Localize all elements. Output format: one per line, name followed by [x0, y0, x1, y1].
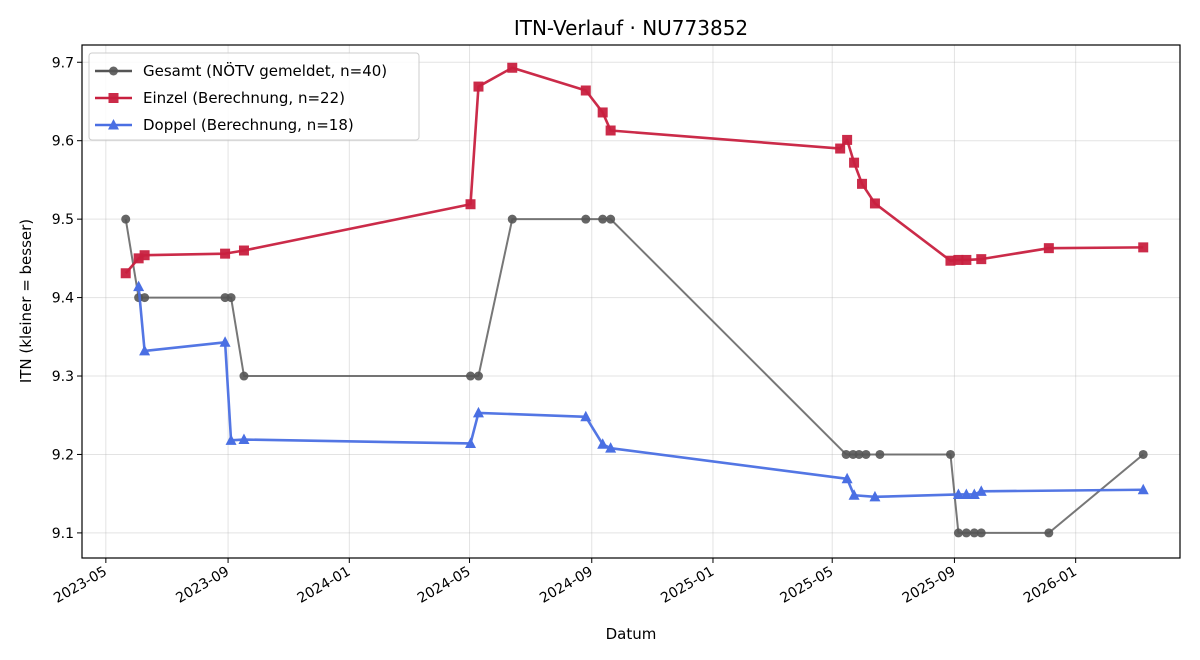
data-point-einzel: [473, 81, 484, 92]
data-point-einzel: [1043, 243, 1054, 254]
data-point-gesamt: [1138, 449, 1148, 459]
data-point-doppel: [960, 488, 972, 499]
data-point-einzel: [605, 125, 616, 136]
data-point-doppel: [219, 336, 231, 347]
data-point-gesamt: [598, 214, 608, 224]
data-point-gesamt: [841, 449, 851, 459]
data-point-gesamt: [507, 214, 517, 224]
legend-marker-doppel: [108, 119, 119, 130]
data-point-doppel: [605, 442, 617, 453]
y-tick-label: 9.3: [52, 369, 74, 385]
y-tick-label: 9.5: [52, 212, 74, 228]
data-point-doppel: [1137, 483, 1149, 495]
legend-marker-gesamt: [109, 66, 118, 76]
data-point-doppel: [952, 488, 964, 499]
series-layer: [120, 62, 1149, 538]
data-point-gesamt: [121, 214, 131, 224]
data-point-einzel: [857, 178, 868, 189]
data-point-einzel: [597, 107, 608, 118]
data-point-einzel: [507, 62, 518, 73]
data-point-einzel: [465, 199, 476, 210]
data-point-einzel: [953, 254, 964, 265]
legend-box: [88, 52, 420, 141]
x-axis-label: Datum: [606, 625, 657, 643]
data-point-gesamt: [969, 528, 979, 538]
data-point-gesamt: [140, 293, 150, 303]
data-point-einzel: [976, 254, 987, 265]
data-point-gesamt: [466, 371, 476, 381]
data-point-einzel: [869, 198, 880, 209]
series-doppel: [133, 280, 1149, 502]
y-tick-label: 9.4: [52, 291, 74, 307]
data-point-gesamt: [976, 528, 986, 538]
data-point-einzel: [945, 255, 956, 266]
data-point-einzel: [238, 245, 249, 256]
data-point-doppel: [238, 433, 250, 445]
y-axis-ticks: 9.1 9.2 9.3 9.4 9.5 9.6 9.7: [52, 55, 82, 542]
legend-label-doppel: Doppel (Berechnung, n=18): [143, 116, 354, 134]
data-point-gesamt: [945, 449, 955, 459]
data-point-doppel: [465, 437, 477, 448]
data-point-doppel: [975, 485, 987, 496]
data-point-doppel: [597, 438, 609, 449]
data-point-gesamt: [581, 214, 591, 224]
legend: Gesamt (NÖTV gemeldet, n=40) Einzel (Bere…: [88, 52, 420, 141]
legend-marker-einzel: [108, 93, 119, 103]
series-gesamt: [121, 214, 1148, 538]
plot-frame: [81, 44, 1181, 559]
legend-label-einzel: Einzel (Berechnung, n=22): [143, 89, 345, 107]
data-point-einzel: [580, 85, 591, 96]
data-point-gesamt: [473, 371, 483, 381]
data-point-gesamt: [961, 528, 971, 538]
data-point-gesamt: [226, 293, 236, 303]
data-point-doppel: [133, 280, 145, 292]
data-point-doppel: [225, 434, 237, 445]
data-point-einzel: [1138, 242, 1149, 253]
data-point-doppel: [472, 406, 484, 418]
data-point-einzel: [835, 143, 846, 154]
data-point-gesamt: [239, 371, 249, 381]
y-axis-label: ITN (kleiner = besser): [17, 219, 35, 383]
data-point-doppel: [139, 344, 151, 356]
y-tick-label: 9.6: [52, 134, 74, 150]
chart-title: ITN-Verlauf · NU773852: [514, 16, 748, 40]
data-point-einzel: [120, 268, 131, 279]
data-point-einzel: [133, 253, 144, 264]
data-point-gesamt: [854, 449, 864, 459]
data-point-doppel: [841, 472, 853, 484]
series-einzel: [120, 62, 1149, 279]
y-tick-label: 9.7: [52, 55, 74, 71]
data-point-einzel: [849, 157, 860, 168]
data-point-doppel: [580, 410, 592, 422]
data-point-gesamt: [953, 528, 963, 538]
data-point-einzel: [139, 250, 150, 261]
data-point-doppel: [968, 488, 980, 499]
data-point-gesamt: [606, 214, 616, 224]
y-tick-label: 9.2: [52, 447, 74, 463]
data-point-einzel: [220, 248, 231, 259]
data-point-einzel: [842, 134, 853, 145]
data-point-doppel: [848, 489, 860, 500]
data-point-einzel: [961, 254, 972, 265]
legend-label-gesamt: Gesamt (NÖTV gemeldet, n=40): [143, 61, 387, 80]
data-point-gesamt: [1044, 528, 1054, 538]
data-point-gesamt: [861, 449, 871, 459]
data-point-doppel: [869, 490, 881, 502]
data-point-gesamt: [875, 449, 885, 459]
y-tick-label: 9.1: [52, 526, 74, 542]
